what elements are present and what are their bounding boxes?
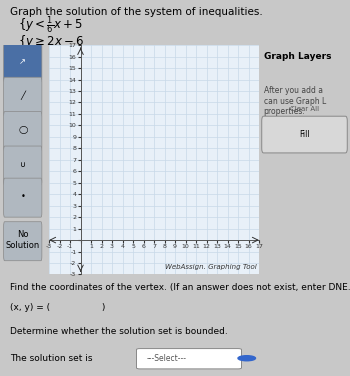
Text: Graph Layers: Graph Layers [264, 52, 331, 61]
FancyBboxPatch shape [4, 146, 42, 185]
Text: No
Solution: No Solution [6, 230, 40, 250]
Text: •: • [20, 192, 25, 201]
Text: (x, y) = (                  ): (x, y) = ( ) [10, 303, 106, 312]
Circle shape [238, 356, 256, 361]
FancyBboxPatch shape [4, 77, 42, 116]
Text: Fill: Fill [299, 130, 310, 139]
Text: ◯: ◯ [18, 126, 27, 135]
Text: Clear All: Clear All [290, 106, 319, 112]
Text: After you add a
can use Graph L
properties.: After you add a can use Graph L properti… [264, 86, 326, 116]
FancyBboxPatch shape [136, 349, 241, 369]
Text: The solution set is: The solution set is [10, 354, 99, 363]
Text: WebAssign. Graphing Tool: WebAssign. Graphing Tool [165, 264, 257, 270]
Text: Graph the solution of the system of inequalities.: Graph the solution of the system of ineq… [10, 7, 263, 17]
Text: ╱: ╱ [20, 91, 25, 100]
Text: Find the coordinates of the vertex. (If an answer does not exist, enter DNE.): Find the coordinates of the vertex. (If … [10, 283, 350, 292]
Text: Determine whether the solution set is bounded.: Determine whether the solution set is bo… [10, 327, 228, 336]
Text: $\{y \geq 2x - 6$: $\{y \geq 2x - 6$ [18, 33, 84, 50]
Text: ↗: ↗ [19, 57, 26, 66]
FancyBboxPatch shape [4, 222, 42, 261]
Text: ---Select---: ---Select--- [147, 354, 187, 363]
Text: $\{y < \frac{1}{6}x + 5$: $\{y < \frac{1}{6}x + 5$ [18, 14, 83, 36]
FancyBboxPatch shape [4, 178, 42, 217]
FancyBboxPatch shape [262, 116, 347, 153]
FancyBboxPatch shape [4, 112, 42, 151]
Text: ∪: ∪ [20, 160, 26, 169]
FancyBboxPatch shape [4, 43, 42, 82]
